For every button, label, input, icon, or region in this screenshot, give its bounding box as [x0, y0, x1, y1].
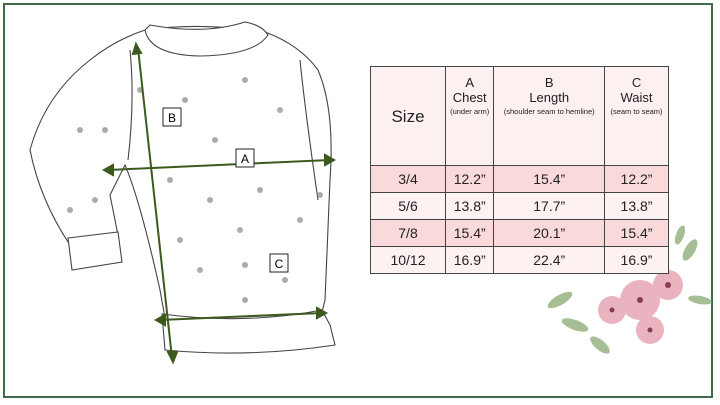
measure-arrow-b: [137, 47, 173, 359]
waist-cell: 16.9”: [604, 246, 669, 274]
table-row: 5/6 13.8” 17.7” 13.8”: [370, 192, 669, 220]
size-cell: 3/4: [370, 165, 446, 193]
sweater-pattern-dots: [67, 77, 323, 303]
size-cell: 5/6: [370, 192, 446, 220]
sweater-body: [29, 25, 332, 326]
floral-decoration: [547, 225, 712, 354]
length-cell: 22.4”: [493, 246, 606, 274]
measure-arrow-a: [107, 159, 331, 171]
chest-cell: 16.9”: [444, 246, 495, 274]
sweater-waistband: [161, 309, 336, 354]
waist-cell: 13.8”: [604, 192, 669, 220]
length-cell: 15.4”: [493, 165, 606, 193]
header-length: B Length (shoulder seam to hemline): [493, 66, 606, 166]
sweater-collar: [144, 21, 269, 57]
size-cell: 10/12: [370, 246, 446, 274]
waist-cell: 12.2”: [604, 165, 669, 193]
table-header-row: Size A Chest (under arm) B Length (shoulder …: [370, 66, 669, 166]
label-c: C: [275, 257, 284, 271]
table-row: 10/12 16.9” 22.4” 16.9”: [370, 246, 669, 274]
measure-arrow-c: [159, 312, 323, 321]
header-chest: A Chest (under arm): [444, 66, 495, 166]
chest-cell: 15.4”: [444, 219, 495, 247]
length-cell: 17.7”: [493, 192, 606, 220]
size-chart-table: Size A Chest (under arm) B Length (shoulder …: [370, 66, 669, 274]
waist-cell: 15.4”: [604, 219, 669, 247]
header-waist: C Waist (seam to seam): [604, 66, 669, 166]
header-size: Size: [370, 66, 446, 166]
sweater-cuff: [67, 231, 123, 271]
label-b: B: [168, 111, 176, 125]
size-cell: 7/8: [370, 219, 446, 247]
label-a: A: [241, 152, 249, 166]
chest-cell: 13.8”: [444, 192, 495, 220]
length-cell: 20.1”: [493, 219, 606, 247]
table-row: 3/4 12.2” 15.4” 12.2”: [370, 165, 669, 193]
image-frame: [3, 3, 713, 398]
table-row: 7/8 15.4” 20.1” 15.4”: [370, 219, 669, 247]
chest-cell: 12.2”: [444, 165, 495, 193]
